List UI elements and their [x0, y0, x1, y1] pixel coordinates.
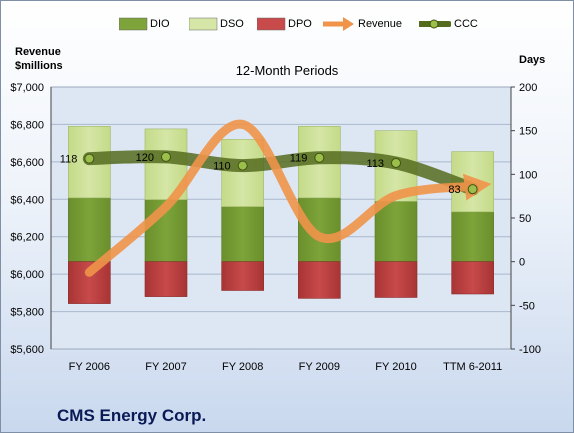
legend-swatch-dso	[189, 17, 218, 31]
x-tick-label: TTM 6-2011	[443, 361, 502, 373]
ccc-data-label: 119	[290, 153, 308, 165]
legend-label: DIO	[150, 18, 170, 30]
legend-swatch-revenue	[323, 17, 354, 31]
right-tick-label: 200	[519, 82, 537, 94]
bar-dio	[221, 206, 264, 262]
ccc-point	[237, 160, 248, 171]
right-axis-title: Days	[519, 54, 546, 66]
left-axis-title-line2: $millions	[15, 60, 63, 72]
right-tick-label: 0	[519, 257, 525, 269]
legend-label: DSO	[220, 18, 244, 30]
ccc-point	[467, 184, 478, 195]
ccc-data-label: 118	[60, 154, 78, 166]
right-tick-label: 50	[519, 213, 531, 225]
ccc-point	[84, 153, 95, 164]
right-tick-label: 100	[519, 169, 537, 181]
x-tick-label: FY 2008	[222, 361, 263, 373]
left-tick-label: $7,000	[10, 82, 44, 94]
right-tick-label: -50	[519, 300, 535, 312]
bar-dpo	[221, 261, 264, 291]
left-axis-title-line1: Revenue	[15, 46, 61, 58]
left-tick-label: $6,200	[10, 232, 44, 244]
ccc-data-label: 110	[213, 161, 231, 173]
left-tick-label: $6,400	[10, 194, 44, 206]
ccc-line	[82, 150, 480, 196]
bar-dpo	[374, 261, 418, 298]
legend-swatch-ccc	[419, 19, 451, 29]
left-tick-label: $5,800	[10, 307, 44, 319]
x-tick-label: FY 2007	[145, 361, 186, 373]
ccc-point	[314, 152, 325, 163]
company-name: CMS Energy Corp.	[57, 406, 207, 425]
right-tick-label: -100	[519, 344, 541, 356]
chart-title: 12-Month Periods	[235, 63, 339, 78]
x-tick-label: FY 2009	[299, 361, 340, 373]
plot-area	[50, 86, 512, 350]
legend-label: Revenue	[358, 18, 403, 30]
bar-dio	[451, 211, 494, 262]
left-tick-label: $5,600	[10, 344, 44, 356]
ccc-point	[391, 157, 401, 168]
ccc-data-label: 120	[136, 152, 154, 164]
legend-swatch-dio	[119, 17, 148, 31]
ccc-data-label: 83	[448, 184, 460, 196]
right-tick-label: 150	[519, 126, 537, 138]
legend-label: DPO	[288, 18, 312, 30]
left-tick-label: $6,000	[10, 269, 44, 281]
bar-dpo	[144, 261, 188, 297]
x-tick-label: FY 2010	[375, 361, 416, 373]
left-axis-title: Revenue $millions	[15, 45, 63, 73]
bar-dpo	[298, 261, 341, 299]
revenue-line	[84, 119, 492, 277]
bar-dpo	[451, 261, 494, 295]
x-tick-label: FY 2006	[69, 361, 110, 373]
bar-dio	[298, 197, 341, 262]
left-tick-label: $6,800	[10, 119, 44, 131]
bar-dso	[221, 139, 264, 207]
legend-label: CCC	[454, 18, 478, 30]
bar-dio	[68, 197, 111, 262]
bar-dio	[374, 201, 418, 262]
legend-swatch-dpo	[257, 17, 286, 31]
chart-legend: DIO DSO DPO Revenue CCC	[1, 15, 573, 33]
left-tick-label: $6,600	[10, 157, 44, 169]
ccc-point	[161, 151, 171, 162]
ccc-data-label: 113	[366, 158, 384, 170]
